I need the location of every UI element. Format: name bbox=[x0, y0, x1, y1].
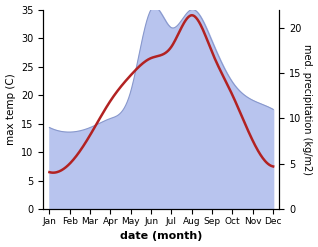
X-axis label: date (month): date (month) bbox=[120, 231, 203, 242]
Y-axis label: max temp (C): max temp (C) bbox=[5, 74, 16, 145]
Y-axis label: med. precipitation (kg/m2): med. precipitation (kg/m2) bbox=[302, 44, 313, 175]
